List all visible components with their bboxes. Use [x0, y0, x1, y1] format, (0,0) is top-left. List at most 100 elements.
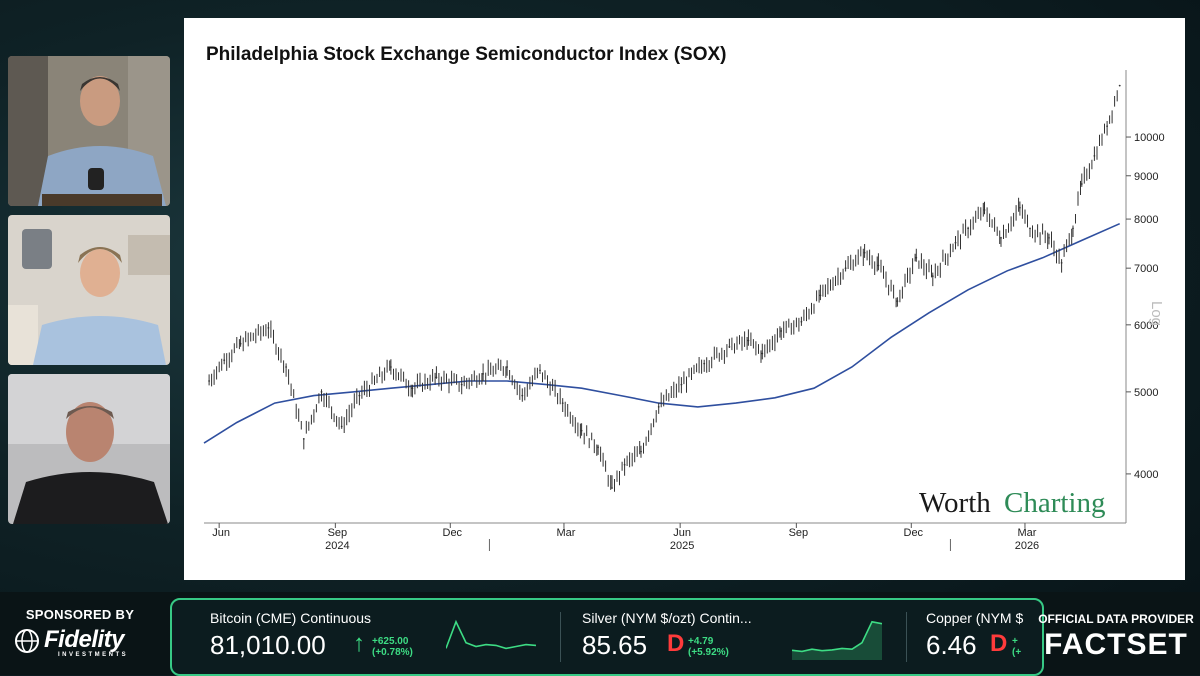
- ticker-divider: [560, 612, 561, 662]
- price-point: [1000, 237, 1002, 239]
- price-point: [640, 450, 642, 453]
- price-point: [506, 366, 508, 368]
- ticker-change-pct: (+: [1012, 647, 1022, 658]
- fidelity-globe-icon: [15, 629, 39, 653]
- x-tick-label: Mar: [556, 527, 575, 539]
- ticker-up-arrow-icon: ↑: [353, 630, 365, 657]
- price-point: [1106, 125, 1108, 128]
- price-point: [1060, 262, 1063, 264]
- x-tick-label: Dec: [443, 527, 463, 539]
- x-tick-label: Dec: [904, 527, 924, 539]
- price-point: [611, 487, 613, 489]
- price-point: [1118, 84, 1121, 87]
- ticker-price: 6.46: [926, 630, 977, 660]
- price-point: [580, 429, 583, 432]
- data-provider-block: OFFICIAL DATA PROVIDER FACTSET: [1032, 592, 1200, 675]
- price-point: [208, 380, 210, 382]
- price-point: [223, 359, 226, 362]
- provider-label: OFFICIAL DATA PROVIDER: [1038, 612, 1194, 626]
- x-year-label: 2024: [325, 540, 349, 552]
- fidelity-wordmark: Fidelity: [44, 626, 125, 653]
- ticker-name: Silver (NYM $/ozt) Contin...: [582, 610, 752, 626]
- y-tick-label: 5000: [1134, 387, 1158, 399]
- price-point: [728, 346, 731, 348]
- price-point: [780, 330, 783, 332]
- price-point: [800, 320, 803, 323]
- price-point: [521, 394, 524, 397]
- chart-title: Philadelphia Stock Exchange Semiconducto…: [206, 44, 727, 65]
- x-tick-label: Jun: [212, 527, 230, 539]
- ticker-change-abs: +4.79: [688, 636, 714, 647]
- sparkline-line: [446, 619, 536, 650]
- price-point: [390, 366, 392, 368]
- ticker-change-abs: +625.00: [372, 636, 409, 647]
- price-point: [844, 267, 847, 270]
- ticker-item: Bitcoin (CME) Continuous 81,010.00 ↑ +62…: [210, 600, 540, 674]
- watermark-worth: Worth: [919, 487, 991, 519]
- watermark-charting: Charting: [1004, 487, 1106, 519]
- y-tick-label: 7000: [1134, 263, 1158, 275]
- ticker-sparkline: [792, 620, 882, 660]
- ticker-bar: SPONSORED BY Fidelity INVESTMENTS Bitcoi…: [0, 592, 1200, 676]
- ticker-sparkline: [446, 619, 536, 650]
- price-point: [1093, 155, 1096, 157]
- price-point: [967, 227, 969, 230]
- ticker-change-pct: (+5.92%): [688, 647, 729, 658]
- price-point: [680, 383, 683, 386]
- sponsor-block: SPONSORED BY Fidelity INVESTMENTS: [0, 592, 160, 675]
- price-point: [320, 391, 323, 393]
- y-axis-ticks: 4000 5000 6000 7000 8000 9000 10000: [1126, 132, 1165, 481]
- price-point: [435, 376, 438, 379]
- fidelity-subtitle: INVESTMENTS: [58, 652, 129, 658]
- price-point: [340, 425, 343, 428]
- y-tick-label: 6000: [1134, 320, 1158, 332]
- price-point: [239, 342, 242, 345]
- ticker-divider: [906, 612, 907, 662]
- price-point: [915, 256, 918, 259]
- video-tile-host-2: [8, 215, 170, 365]
- price-point: [1019, 206, 1021, 209]
- price-point: [302, 438, 305, 440]
- price-point: [539, 369, 541, 372]
- price-point: [561, 402, 564, 404]
- price-point: [1080, 183, 1083, 185]
- ticker-change-pct: (+0.78%): [372, 647, 413, 658]
- ticker-down-indicator: D: [667, 630, 685, 657]
- moving-average-line: [203, 222, 1121, 444]
- sparkline-area: [792, 621, 882, 660]
- ticker-change: +625.00 (+0.78%): [372, 636, 413, 658]
- price-point: [285, 366, 287, 368]
- price-point: [657, 406, 660, 408]
- chart-axes: [204, 70, 1127, 524]
- sox-chart: Philadelphia Stock Exchange Semiconducto…: [203, 44, 1165, 552]
- price-point: [703, 362, 706, 365]
- video-tile-host-1: [8, 56, 170, 206]
- price-point: [863, 251, 866, 254]
- x-year-label: 2026: [1015, 540, 1039, 552]
- price-point: [1029, 227, 1031, 230]
- price-point: [267, 327, 270, 329]
- x-tick-label: Sep: [789, 527, 809, 539]
- fidelity-logo: Fidelity INVESTMENTS: [14, 626, 154, 658]
- factset-logo: FACTSET: [1044, 628, 1188, 661]
- x-year-label: 2025: [670, 540, 694, 552]
- video-tile-host-3: [8, 374, 170, 524]
- ticker-frame: Bitcoin (CME) Continuous 81,010.00 ↑ +62…: [170, 598, 1044, 676]
- ticker-price: 85.65: [582, 630, 648, 660]
- price-point: [819, 294, 822, 297]
- price-point: [761, 352, 764, 355]
- price-point: [482, 373, 484, 375]
- log-scale-label: Log: [1148, 301, 1165, 326]
- ticker-price: 81,010.00: [210, 630, 326, 660]
- ticker-name: Copper (NYM $: [926, 610, 1024, 626]
- price-point: [358, 394, 361, 397]
- ticker-change: + (+: [1012, 636, 1021, 658]
- x-axis-ticks: Jun Sep Dec Mar Jun Sep Dec Mar 2024 2025 2026: [212, 523, 1039, 552]
- price-point: [983, 209, 986, 211]
- x-tick-label: Mar: [1017, 527, 1036, 539]
- price-layer: [208, 84, 1121, 492]
- ticker-name: Bitcoin (CME) Continuous: [210, 610, 372, 626]
- price-point: [877, 264, 880, 267]
- price-point: [747, 339, 750, 342]
- y-tick-label: 10000: [1134, 132, 1165, 144]
